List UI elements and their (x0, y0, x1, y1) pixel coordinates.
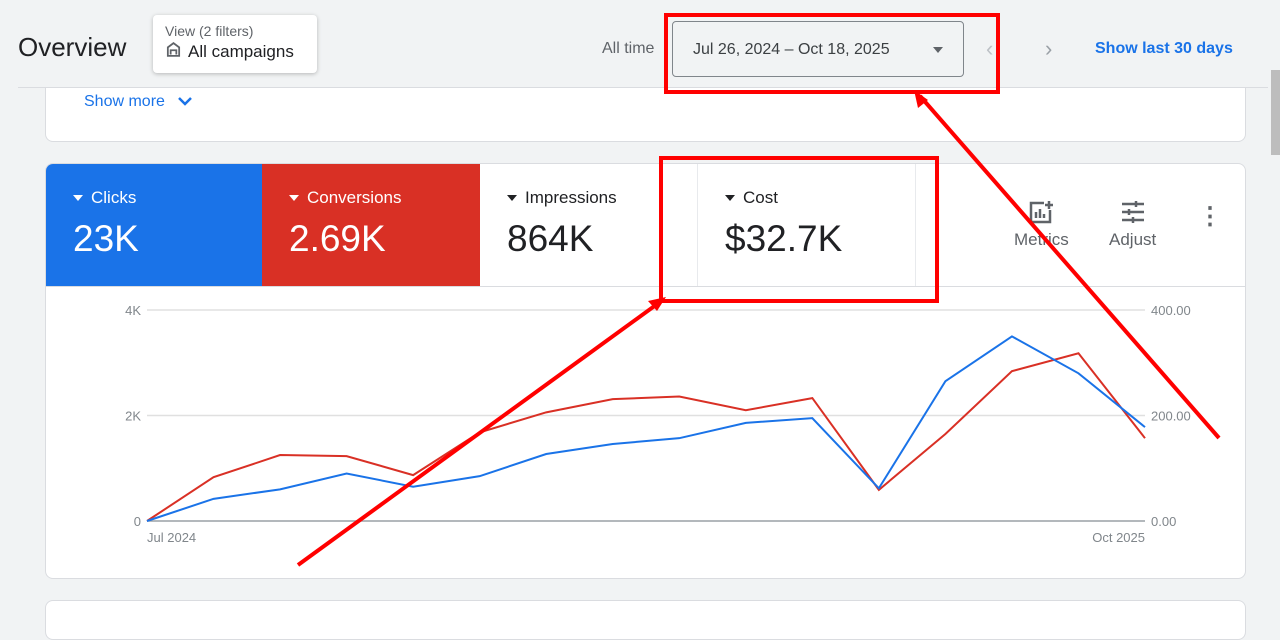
series-line-conversions (147, 353, 1145, 521)
y-tick-left: 4K (125, 303, 141, 318)
y-tick-right: 200.00 (1151, 409, 1191, 424)
x-tick-label: Jul 2024 (147, 530, 196, 545)
scrollbar[interactable] (1271, 70, 1280, 155)
series-line-clicks (147, 336, 1145, 521)
y-tick-left: 2K (125, 409, 141, 424)
line-chart: 0 0.00 2K 200.00 4K 400.00 Jul 2024 Oct 2025 (0, 0, 1280, 615)
x-tick-label: Oct 2025 (1092, 530, 1145, 545)
y-tick-right: 0.00 (1151, 514, 1176, 529)
y-tick-left: 0 (134, 514, 141, 529)
y-tick-right: 400.00 (1151, 303, 1191, 318)
next-card (45, 600, 1246, 640)
